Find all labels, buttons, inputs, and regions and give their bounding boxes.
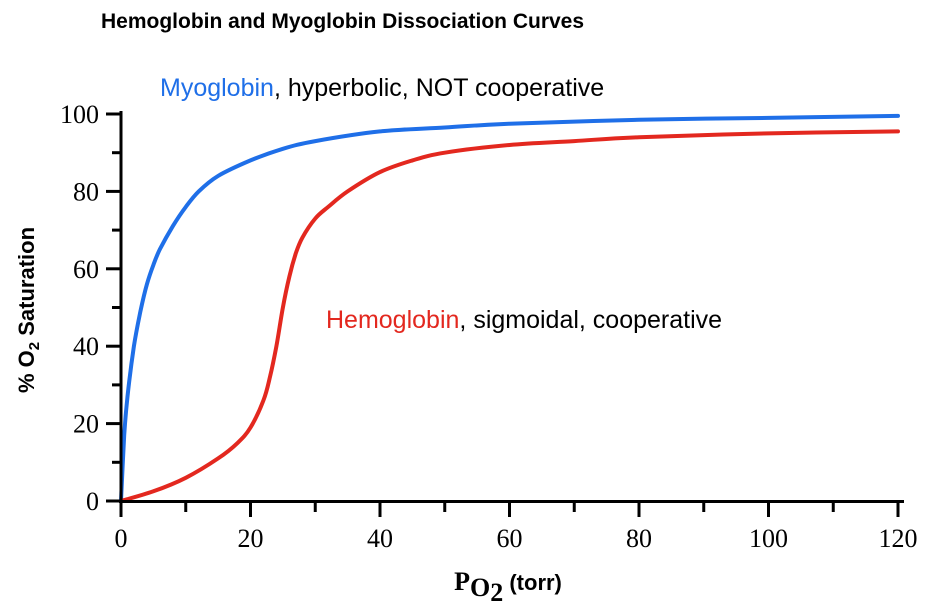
x-tick-label-40: 40 (367, 524, 393, 553)
x-axis-label-suffix: (torr) (503, 570, 562, 595)
annotation-hemoglobin: Hemoglobin, sigmoidal, cooperative (326, 306, 722, 334)
x-tick-label-100: 100 (749, 524, 788, 553)
y-axis-label: % O2 Saturation (14, 227, 43, 393)
plot-area (119, 113, 900, 503)
y-axis-label-prefix: % O (14, 350, 39, 393)
x-axis-label: PO2 (torr) (454, 567, 562, 607)
annotation-myoglobin-label: Myoglobin (160, 74, 274, 102)
annotation-hemoglobin-text: , sigmoidal, cooperative (459, 306, 722, 334)
y-tick-label-20: 20 (73, 410, 99, 439)
annotation-hemoglobin-label: Hemoglobin (326, 306, 459, 334)
y-tick-label-0: 0 (86, 487, 99, 516)
x-tick-label-120: 120 (879, 524, 918, 553)
x-axis-label-sub2: 2 (490, 578, 503, 607)
x-tick-label-80: 80 (626, 524, 652, 553)
y-tick-label-40: 40 (73, 332, 99, 361)
x-tick-label-0: 0 (115, 524, 128, 553)
series-line-myoglobin (119, 113, 900, 503)
x-tick-label-20: 20 (238, 524, 264, 553)
y-axis-label-suffix: Saturation (14, 227, 39, 342)
annotation-myoglobin: Myoglobin, hyperbolic, NOT cooperative (160, 74, 604, 102)
series-line-hemoglobin (119, 129, 900, 503)
y-tick-label-80: 80 (73, 177, 99, 206)
x-axis-label-base: P (454, 567, 470, 596)
x-tick-label-60: 60 (497, 524, 523, 553)
x-axis-label-sub1: O (470, 573, 490, 602)
y-tick-label-60: 60 (73, 255, 99, 284)
chart-title: Hemoglobin and Myoglobin Dissociation Cu… (101, 10, 584, 33)
x-ticks: 0 20 40 60 80 100 120 (115, 501, 918, 553)
y-axis-label-sub: 2 (26, 342, 43, 350)
y-tick-label-100: 100 (60, 100, 99, 129)
annotation-myoglobin-text: , hyperbolic, NOT cooperative (274, 74, 604, 102)
y-ticks: 0 20 40 60 80 100 (60, 100, 121, 516)
